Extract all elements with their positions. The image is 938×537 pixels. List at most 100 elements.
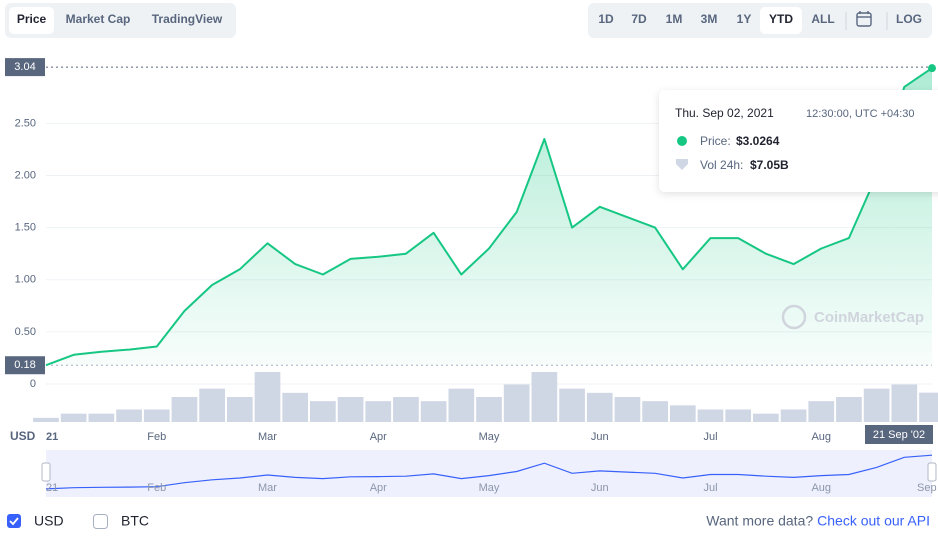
navigator-handle[interactable] xyxy=(41,462,51,482)
api-link[interactable]: Check out our API xyxy=(817,513,930,529)
tooltip-price-label: Price: xyxy=(700,134,731,148)
volume-bar xyxy=(60,413,87,422)
volume-bar xyxy=(725,409,752,422)
volume-bar xyxy=(282,392,309,422)
x-tick-label: 21 xyxy=(46,431,58,443)
volume-bar xyxy=(891,384,918,422)
volume-bar xyxy=(476,397,502,422)
api-prompt: Want more data? xyxy=(706,513,813,529)
tab[interactable]: TradingView xyxy=(152,12,223,26)
navigator-tick-label: Feb xyxy=(147,482,166,494)
volume-bar xyxy=(33,417,59,422)
navigator-tick-label: Apr xyxy=(370,482,387,494)
tab[interactable]: Market Cap xyxy=(66,12,131,26)
volume-bar xyxy=(531,372,558,422)
range-button[interactable]: 1Y xyxy=(737,12,752,26)
current-label: 3.04 xyxy=(14,61,35,73)
volume-bar xyxy=(310,401,336,422)
low-label: 0.18 xyxy=(14,359,35,371)
currency-option[interactable]: BTC xyxy=(121,513,149,529)
x-tick-label: Jun xyxy=(591,431,609,443)
price-area xyxy=(46,68,932,366)
checkmark xyxy=(9,517,19,526)
tab-group xyxy=(5,3,236,38)
volume-bar xyxy=(753,413,779,422)
volume-bar xyxy=(559,388,585,422)
y-tick-label: 0 xyxy=(30,378,36,390)
y-tick-label: 2.00 xyxy=(15,169,36,181)
navigator-tick-label: May xyxy=(479,482,500,494)
navigator-bg[interactable] xyxy=(46,450,932,497)
range-button[interactable]: ALL xyxy=(811,12,834,26)
volume-bar xyxy=(337,397,364,422)
x-tick-label: Jul xyxy=(703,431,717,443)
tooltip xyxy=(659,90,938,192)
currency-option[interactable]: USD xyxy=(34,513,64,529)
volume-bar xyxy=(116,409,142,422)
navigator-tick-label: Sep xyxy=(917,482,937,494)
x-tick-label: Aug xyxy=(811,431,831,443)
tooltip-volume: $7.05B xyxy=(750,158,789,172)
volume-bar xyxy=(393,397,419,422)
calendar-icon[interactable] xyxy=(856,11,872,27)
volume-bar xyxy=(448,388,475,422)
navigator-tick-label: Aug xyxy=(811,482,831,494)
volume-bar xyxy=(88,413,115,422)
volume-bar xyxy=(420,401,447,422)
range-button[interactable]: 1D xyxy=(598,12,614,26)
tooltip-date: Thu. Sep 02, 2021 xyxy=(675,106,774,120)
navigator-tick-label: Jun xyxy=(591,482,609,494)
price-line xyxy=(45,67,933,367)
volume-bar xyxy=(586,392,613,422)
range-selected xyxy=(760,7,802,34)
x-tick-label: Feb xyxy=(147,431,166,443)
volume-bar xyxy=(171,397,198,422)
y-axis-label: USD xyxy=(10,429,36,443)
volume-bar xyxy=(143,409,170,422)
range-button[interactable]: 1M xyxy=(666,12,683,26)
y-tick-label: 0.50 xyxy=(15,326,36,338)
y-tick-label: 2.50 xyxy=(15,117,36,129)
navigator-handle[interactable] xyxy=(927,462,937,482)
log-toggle[interactable]: LOG xyxy=(896,12,922,26)
range-button[interactable]: 7D xyxy=(631,12,647,26)
x-tick-label: Mar xyxy=(258,431,277,443)
x-tick-label: Apr xyxy=(370,431,387,443)
y-tick-label: 1.50 xyxy=(15,222,36,234)
x-tick-label: May xyxy=(479,431,500,443)
low-label-box xyxy=(5,356,45,375)
volume-bar xyxy=(365,401,392,422)
volume-bar xyxy=(642,401,668,422)
current-point xyxy=(928,64,936,73)
volume-bar xyxy=(614,397,641,422)
volume-bar xyxy=(863,388,890,422)
volume-bar xyxy=(254,372,281,422)
range-button[interactable]: YTD xyxy=(769,12,793,26)
tab[interactable]: Price xyxy=(17,12,47,26)
volume-bar xyxy=(836,397,862,422)
watermark: CoinMarketCap xyxy=(814,309,924,326)
watermark-logo xyxy=(781,304,807,330)
volume-bar xyxy=(503,384,530,422)
volume-bar xyxy=(669,405,696,422)
volume-bar xyxy=(780,409,807,422)
range-button[interactable]: 3M xyxy=(701,12,718,26)
volume-bar xyxy=(697,409,724,422)
crosshair-label-box xyxy=(865,425,933,444)
tooltip-price-dot xyxy=(677,136,687,146)
btc-checkbox[interactable] xyxy=(93,514,108,529)
navigator-tick-label: 21 xyxy=(46,482,58,494)
y-tick-label: 1.00 xyxy=(15,274,36,286)
tooltip-volume-label: Vol 24h: xyxy=(700,158,743,172)
navigator-tick-label: Mar xyxy=(258,482,277,494)
tooltip-volume-icon xyxy=(676,159,688,170)
navigator-line xyxy=(45,454,933,490)
tooltip-price: $3.0264 xyxy=(736,134,780,148)
navigator-tick-label: Jul xyxy=(703,482,717,494)
crosshair-label: 21 Sep '02 xyxy=(873,429,925,441)
volume-bar xyxy=(199,388,225,422)
usd-checkbox[interactable] xyxy=(7,514,21,528)
current-label-box xyxy=(5,58,45,77)
